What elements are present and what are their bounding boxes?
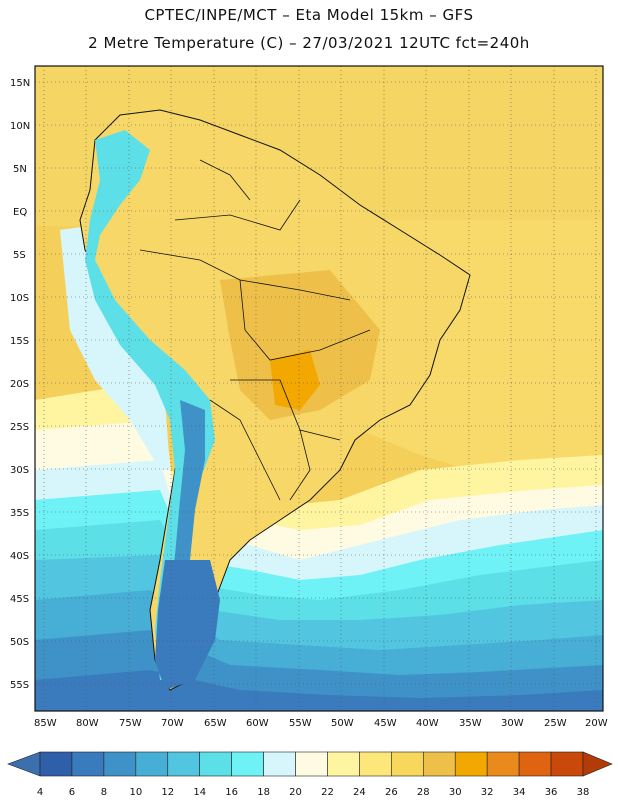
legend-swatch xyxy=(103,751,137,777)
lat-label: 15S xyxy=(10,336,29,347)
legend-tick-label: 34 xyxy=(513,787,526,798)
legend-swatch xyxy=(39,751,73,777)
legend-tick-label: 12 xyxy=(161,787,174,798)
legend-tick-label: 18 xyxy=(257,787,270,798)
legend-tick-label: 20 xyxy=(289,787,302,798)
legend-tick-label: 26 xyxy=(385,787,398,798)
legend-swatch xyxy=(71,751,105,777)
color-legend: 4 6 8 10 12 14 16 18 20 22 24 26 28 30 32 34 36 38 xyxy=(7,751,613,798)
lon-label: 75W xyxy=(119,718,142,729)
lat-label: 20S xyxy=(10,379,29,390)
pacific-cool-strip xyxy=(60,225,170,470)
lon-label: 45W xyxy=(374,718,397,729)
legend-swatch xyxy=(486,751,520,777)
map-area xyxy=(35,66,603,711)
lat-label: 10N xyxy=(10,121,30,132)
legend-swatch xyxy=(167,751,201,777)
legend-tick-label: 10 xyxy=(129,787,142,798)
legend-tick-label: 4 xyxy=(37,787,43,798)
legend-tick-label: 16 xyxy=(225,787,238,798)
lon-label: 50W xyxy=(331,718,354,729)
lon-label: 85W xyxy=(34,718,57,729)
map-title-line2: 2 Metre Temperature (C) – 27/03/2021 12U… xyxy=(88,34,530,52)
lat-label: EQ xyxy=(13,207,27,218)
lat-label: 5S xyxy=(13,250,26,261)
patagonia-cold xyxy=(155,560,220,690)
lat-label: 30S xyxy=(10,465,29,476)
lon-label: 30W xyxy=(501,718,524,729)
legend-tick-label: 6 xyxy=(69,787,75,798)
legend-tick-label: 30 xyxy=(449,787,462,798)
lon-label: 60W xyxy=(246,718,269,729)
latitude-labels: 15N 10N 5N EQ 5S 10S 15S 20S 25S 30S 35S… xyxy=(10,78,30,691)
lat-label: 55S xyxy=(10,680,29,691)
lat-label: 35S xyxy=(10,508,29,519)
lat-label: 10S xyxy=(10,293,29,304)
legend-swatch xyxy=(135,751,169,777)
legend-swatch xyxy=(359,751,392,777)
legend-tick-label: 24 xyxy=(353,787,366,798)
map-title-line1: CPTEC/INPE/MCT – Eta Model 15km – GFS xyxy=(144,6,474,24)
legend-swatch xyxy=(550,751,584,777)
longitude-labels: 85W 80W 75W 70W 65W 60W 55W 50W 45W 40W … xyxy=(34,718,608,729)
lon-label: 20W xyxy=(585,718,608,729)
lon-label: 35W xyxy=(459,718,482,729)
map-frame xyxy=(34,65,604,712)
lat-label: 5N xyxy=(13,164,27,175)
legend-tick-label: 36 xyxy=(545,787,558,798)
lat-label: 50S xyxy=(10,637,29,648)
country-borders xyxy=(139,159,371,501)
lat-label: 25S xyxy=(10,422,29,433)
legend-swatch xyxy=(231,751,264,777)
lon-label: 55W xyxy=(289,718,312,729)
legend-tick-label: 22 xyxy=(321,787,334,798)
legend-swatch xyxy=(422,751,456,777)
lon-label: 80W xyxy=(76,718,99,729)
interior-warm-zone xyxy=(220,270,380,420)
legend-low-arrow xyxy=(7,751,41,777)
lon-label: 70W xyxy=(161,718,184,729)
legend-tick-label: 14 xyxy=(193,787,206,798)
legend-tick-label: 8 xyxy=(101,787,107,798)
legend-swatch xyxy=(199,751,232,777)
legend-high-arrow xyxy=(582,751,613,777)
lat-label: 40S xyxy=(10,551,29,562)
legend-swatch xyxy=(327,751,360,777)
legend-tick-label: 28 xyxy=(417,787,430,798)
legend-swatch xyxy=(454,751,488,777)
legend-swatch xyxy=(263,751,296,777)
legend-tick-label: 32 xyxy=(481,787,494,798)
legend-tick-label: 38 xyxy=(577,787,590,798)
graticule xyxy=(35,66,603,711)
legend-swatch xyxy=(391,751,424,777)
interior-hot-zone xyxy=(270,350,320,410)
legend-swatch xyxy=(518,751,552,777)
lon-label: 65W xyxy=(204,718,227,729)
lon-label: 25W xyxy=(544,718,567,729)
legend-swatch xyxy=(295,751,328,777)
lat-label: 45S xyxy=(10,594,29,605)
lat-label: 15N xyxy=(10,78,30,89)
lon-label: 40W xyxy=(416,718,439,729)
